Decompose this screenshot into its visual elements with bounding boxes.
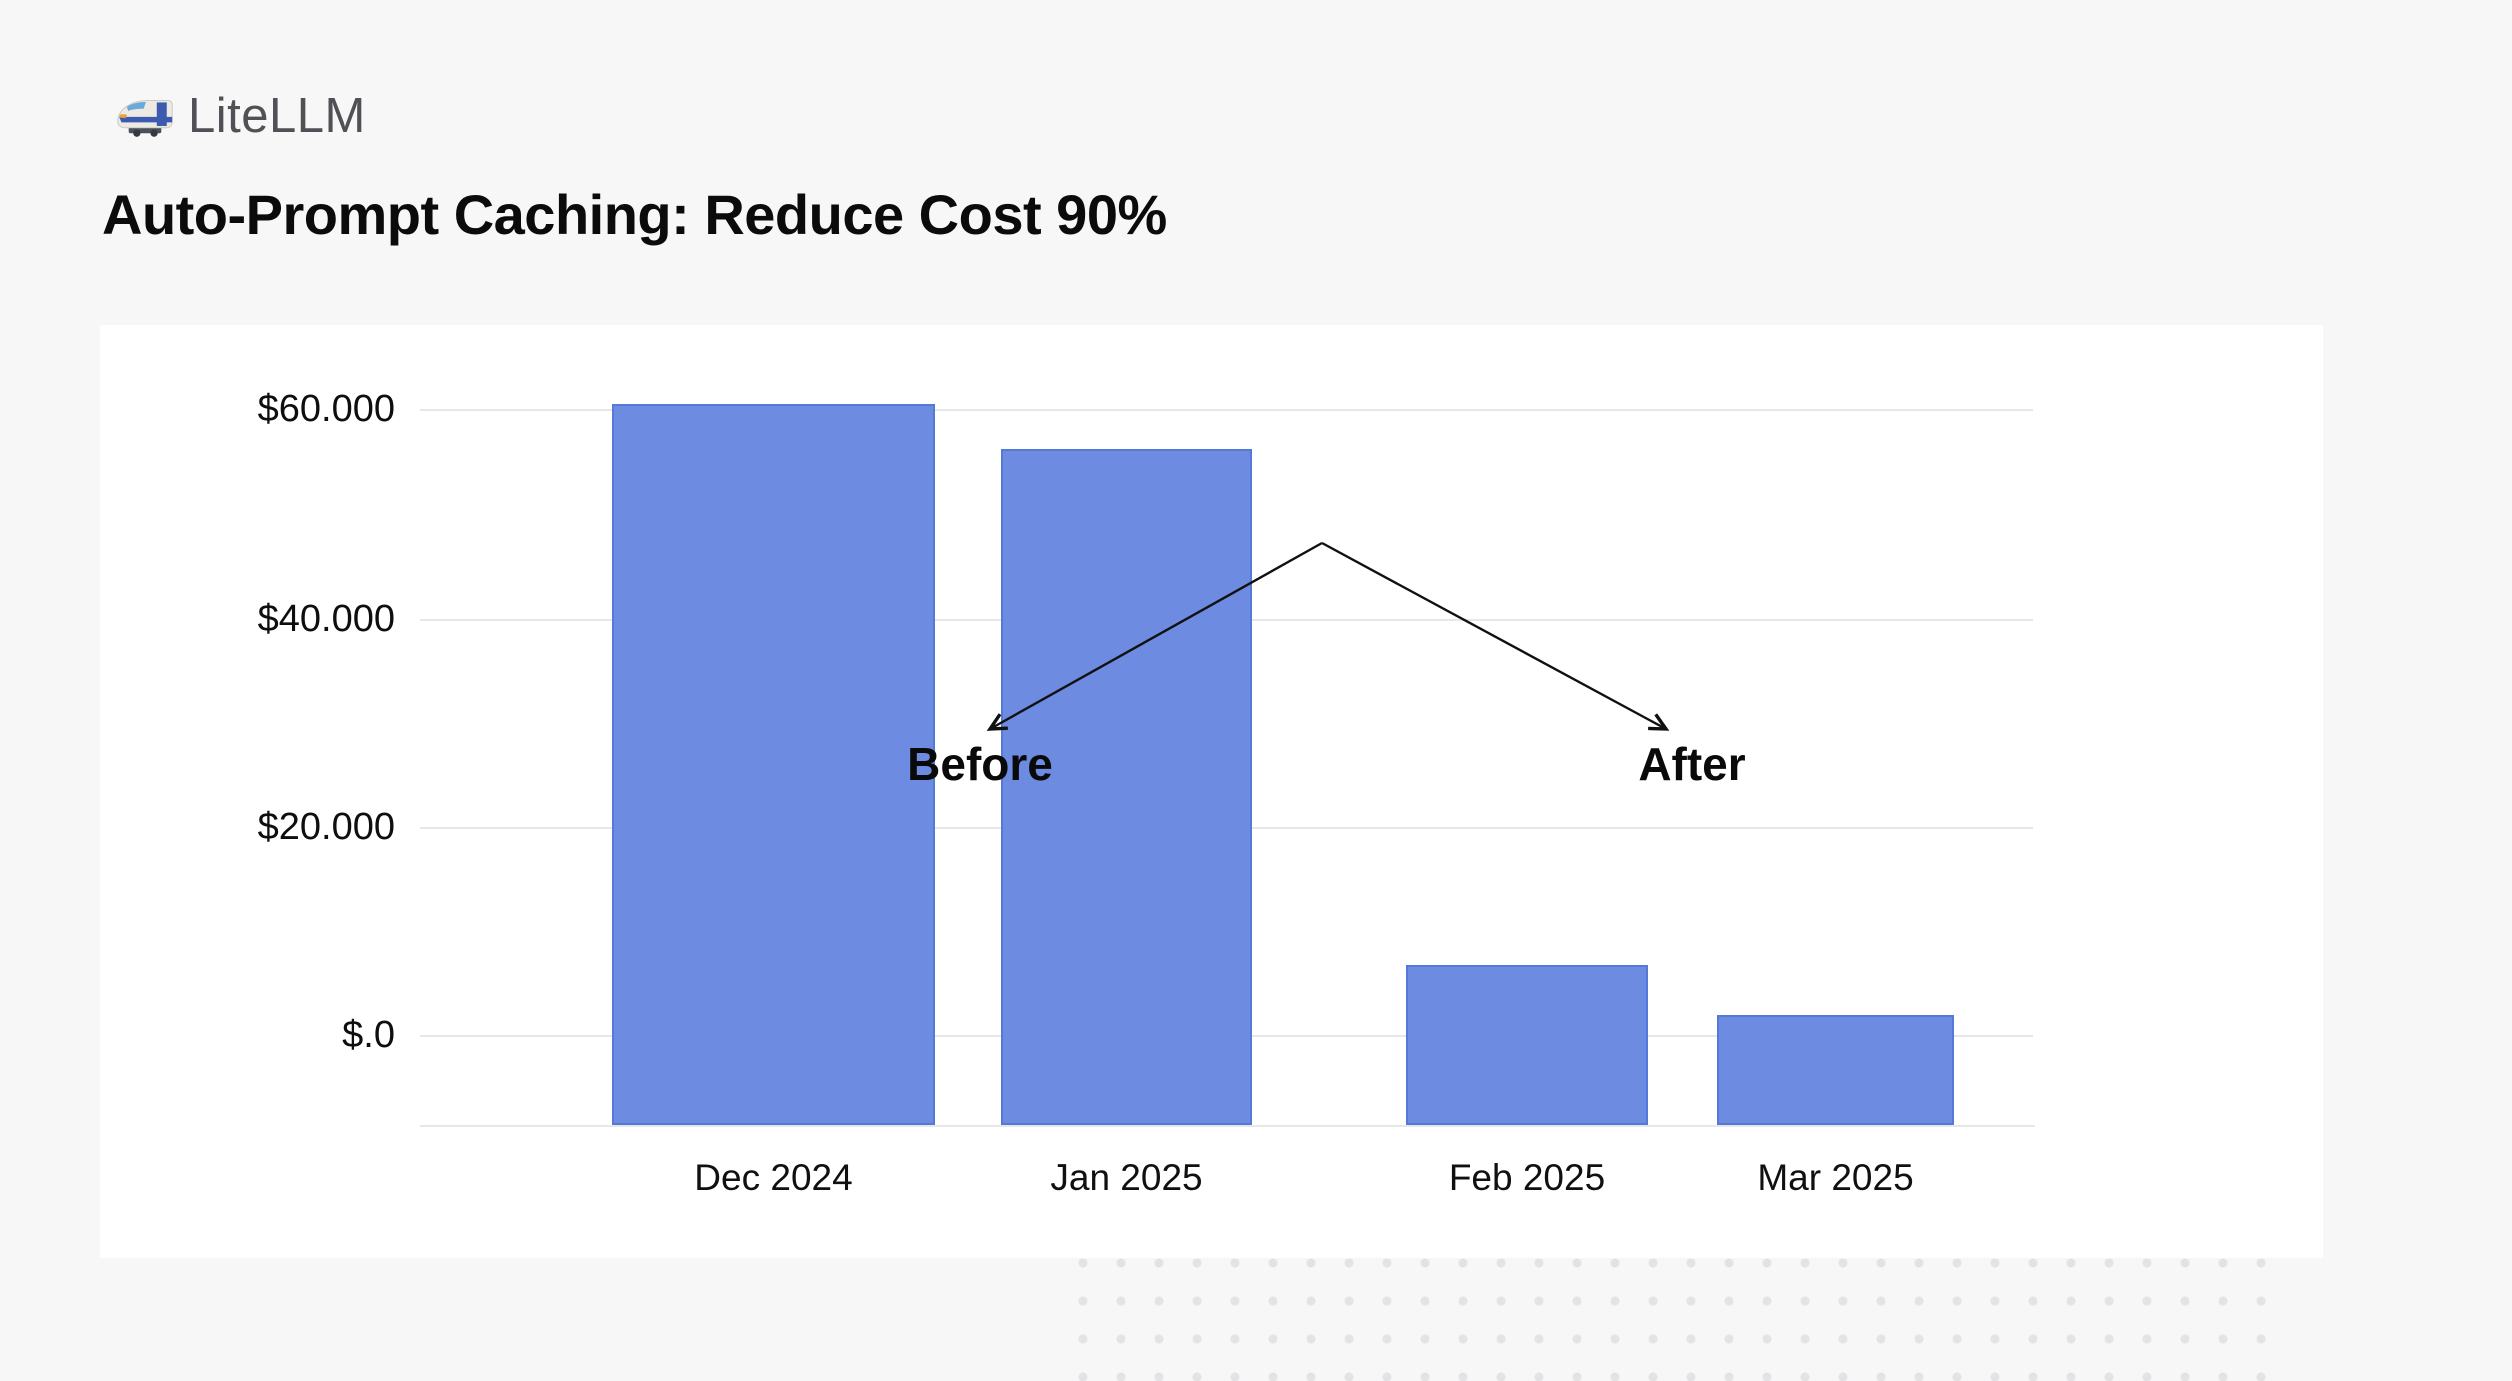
- x-axis-label: Dec 2024: [694, 1157, 853, 1198]
- chart-card: $60.000 $40.000 $20.000 $.0 Dec 2024 Jan 2025…: [100, 325, 2323, 1258]
- dot-grid-pattern: [1064, 1244, 2280, 1381]
- y-axis-tick-label: $20.000: [257, 806, 395, 848]
- bullet-train-icon: [116, 93, 174, 139]
- y-axis-tick-label: $.0: [342, 1014, 395, 1056]
- bar-mar-2025: [1717, 1015, 1954, 1125]
- x-axis-baseline: [420, 1125, 2035, 1127]
- x-axis-label: Mar 2025: [1757, 1157, 1914, 1198]
- y-axis-tick-label: $60.000: [257, 388, 395, 430]
- bar-feb-2025: [1406, 965, 1648, 1125]
- gridline: [420, 409, 2033, 411]
- x-axis-label: Jan 2025: [1050, 1157, 1203, 1198]
- logo-row: LiteLLM: [116, 88, 366, 144]
- page-title: Auto-Prompt Caching: Reduce Cost 90%: [102, 183, 1167, 246]
- y-axis-tick-label: $40.000: [257, 598, 395, 640]
- brand-text: LiteLLM: [188, 89, 366, 143]
- bar-chart: $60.000 $40.000 $20.000 $.0 Dec 2024 Jan 2025…: [100, 325, 2323, 1258]
- bar-dec-2024: [612, 404, 935, 1125]
- annotation-after-label: After: [1638, 738, 1746, 790]
- annotation-before-label: Before: [907, 738, 1053, 790]
- x-axis-label: Feb 2025: [1448, 1157, 1606, 1198]
